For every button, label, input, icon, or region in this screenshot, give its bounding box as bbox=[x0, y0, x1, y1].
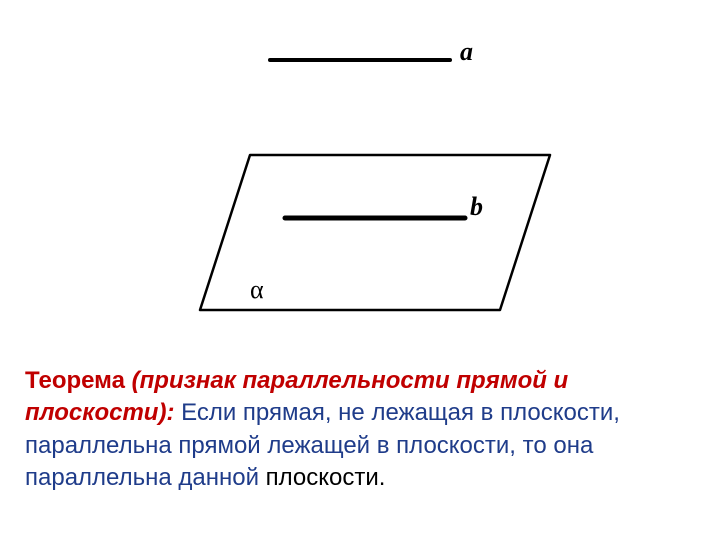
svg-text:a: a bbox=[460, 37, 473, 66]
svg-text:α: α bbox=[250, 275, 264, 304]
theorem-body-plain: плоскости. bbox=[266, 464, 386, 491]
diagram-svg: a b α bbox=[150, 20, 570, 350]
theorem-title: Теорема bbox=[25, 367, 132, 394]
geometry-diagram: a b α bbox=[150, 20, 570, 350]
theorem-paragraph: Теорема (признак параллельности прямой и… bbox=[25, 365, 695, 495]
svg-text:b: b bbox=[470, 192, 483, 221]
